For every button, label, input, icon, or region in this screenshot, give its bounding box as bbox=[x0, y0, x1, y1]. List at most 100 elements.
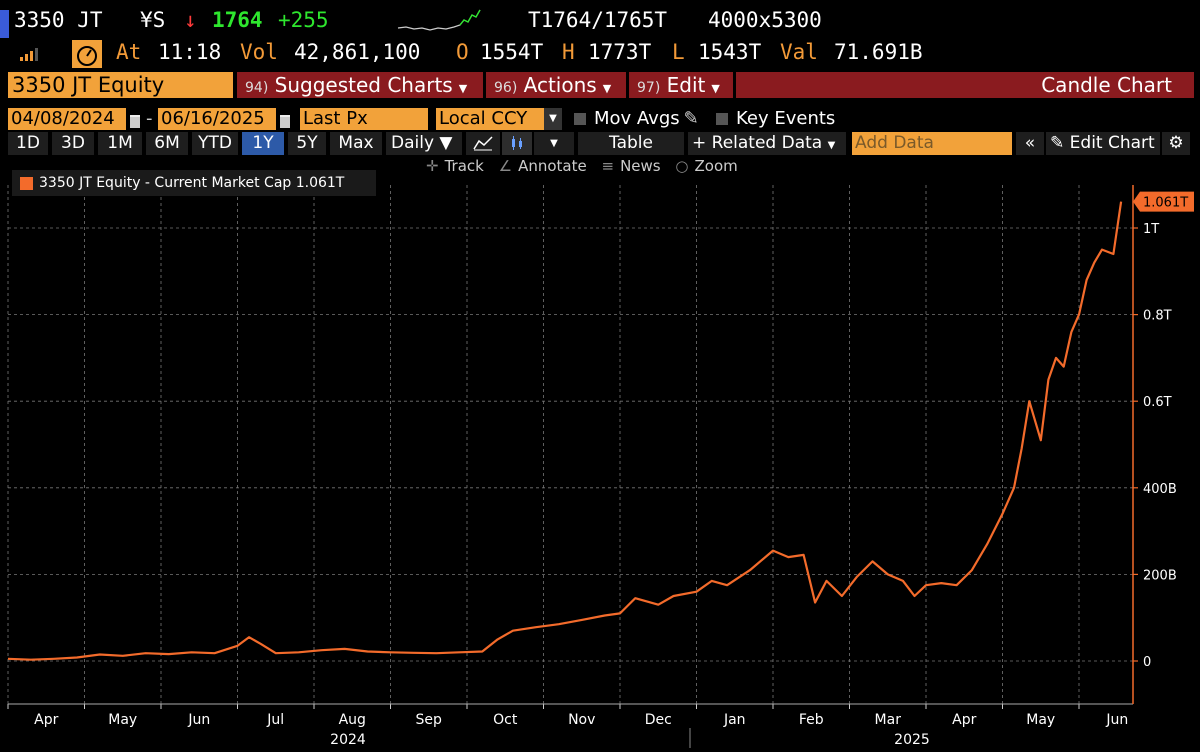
zoom-label: Zoom bbox=[694, 157, 738, 175]
y-tick-label: 400B bbox=[1143, 482, 1177, 497]
caret-down-icon: ▼ bbox=[602, 82, 612, 95]
quote-row: 3350 JT ¥S ↓ 1764 +255 T1764/1765T 4000x… bbox=[0, 6, 1200, 40]
vol-label: Vol bbox=[240, 40, 278, 64]
open-price: 1554T bbox=[480, 40, 544, 64]
x-tick-label: Mar bbox=[875, 712, 902, 728]
key-events-label: Key Events bbox=[736, 108, 836, 129]
x-tick-label: Aug bbox=[339, 712, 366, 728]
chart-type-dropdown-icon[interactable]: ▼ bbox=[534, 132, 574, 155]
legend[interactable]: 3350 JT Equity - Current Market Cap 1.06… bbox=[12, 170, 376, 196]
plus-icon: + bbox=[692, 133, 707, 153]
edit-chart-button[interactable]: ✎ Edit Chart bbox=[1046, 132, 1160, 155]
x-tick-label: Sep bbox=[416, 712, 443, 728]
quote-ticker[interactable]: 3350 JT bbox=[14, 8, 103, 32]
caret-down-icon: ▼ bbox=[827, 140, 836, 151]
currency-select[interactable]: Local CCY bbox=[436, 108, 544, 130]
toolbar: 1D 3D 1M 6M YTD 1Y 5Y Max Daily ▼ ▼ Tabl… bbox=[0, 131, 1200, 155]
menu-number: 97) bbox=[637, 80, 661, 96]
market-cap-line bbox=[7, 201, 1123, 661]
annotate-label: Annotate bbox=[518, 157, 587, 175]
last-value-marker bbox=[1133, 191, 1194, 212]
pencil-icon: ✎ bbox=[683, 108, 699, 129]
high-label: H bbox=[562, 40, 575, 64]
frequency-select[interactable]: Daily ▼ bbox=[386, 132, 462, 155]
date-dash: - bbox=[146, 108, 153, 129]
x-axis: Apr May Jun Jul Aug Sep Oct Nov Dec Jan Feb Mar Apr M… bbox=[7, 703, 1133, 748]
x-tick-label: Nov bbox=[568, 712, 595, 728]
annotate-icon: ∠ bbox=[498, 157, 513, 175]
x-tick-label: Dec bbox=[645, 712, 672, 728]
low-price: 1543T bbox=[698, 40, 762, 64]
menu-number: 94) bbox=[245, 80, 269, 96]
calendar-icon[interactable] bbox=[128, 110, 140, 131]
x-tick-label: Apr bbox=[952, 712, 976, 728]
period-max[interactable]: Max bbox=[330, 132, 382, 155]
mov-avgs-label: Mov Avgs bbox=[594, 108, 680, 129]
year-label: 2025 bbox=[894, 732, 930, 748]
high-price: 1773T bbox=[588, 40, 652, 64]
candle-chart-icon[interactable] bbox=[502, 132, 532, 155]
collapse-icon[interactable]: « bbox=[1016, 132, 1044, 155]
checkbox-icon bbox=[716, 113, 728, 125]
add-data-input[interactable]: Add Data bbox=[852, 132, 1012, 155]
x-tick-label: May bbox=[108, 712, 137, 728]
frequency-label: Daily bbox=[391, 133, 435, 153]
caret-down-icon: ▼ bbox=[439, 133, 453, 153]
quote-currency: ¥S bbox=[140, 8, 166, 32]
period-ytd[interactable]: YTD bbox=[192, 132, 238, 155]
menu-actions[interactable]: 96) Actions ▼ bbox=[486, 72, 626, 98]
menu-label: Edit bbox=[666, 73, 706, 97]
legend-swatch bbox=[20, 176, 33, 190]
val-label: Val bbox=[780, 40, 818, 64]
magnifier-icon: ○ bbox=[675, 157, 689, 175]
open-label: O bbox=[456, 40, 469, 64]
related-data-button[interactable]: + Related Data ▼ bbox=[688, 132, 846, 155]
header-bar: 3350 JT Equity 94) Suggested Charts ▼ 96)… bbox=[0, 70, 1200, 100]
period-1d[interactable]: 1D bbox=[8, 132, 48, 155]
x-tick-label: Feb bbox=[799, 712, 824, 728]
track-tool[interactable]: ✛ Track bbox=[426, 157, 484, 175]
chart-title-bar: Candle Chart bbox=[736, 72, 1194, 98]
last-value-label: 1.061T bbox=[1133, 191, 1194, 212]
traded-value: 71.691B bbox=[834, 40, 923, 64]
menu-number: 96) bbox=[494, 80, 518, 96]
caret-down-icon: ▼ bbox=[711, 82, 720, 95]
x-tick-label: Jan bbox=[723, 712, 746, 728]
key-events-toggle[interactable]: Key Events bbox=[716, 108, 836, 130]
menu-label: Actions bbox=[523, 73, 597, 97]
security-field[interactable]: 3350 JT Equity bbox=[8, 72, 233, 98]
zoom-tool[interactable]: ○ Zoom bbox=[675, 157, 737, 175]
period-6m[interactable]: 6M bbox=[146, 132, 188, 155]
mov-avgs-toggle[interactable]: Mov Avgs ✎ bbox=[574, 108, 699, 130]
start-date-input[interactable]: 04/08/2024 bbox=[8, 108, 126, 130]
sparkline-icon bbox=[397, 9, 481, 31]
end-date-input[interactable]: 06/16/2025 bbox=[158, 108, 276, 130]
bid-ask: T1764/1765T bbox=[528, 8, 668, 32]
pencil-icon: ✎ bbox=[1050, 133, 1065, 153]
y-tick-label: 0 bbox=[1143, 655, 1151, 670]
news-label: News bbox=[620, 157, 661, 175]
menu-edit[interactable]: 97) Edit ▼ bbox=[629, 72, 733, 98]
table-button[interactable]: Table bbox=[578, 132, 684, 155]
period-3d[interactable]: 3D bbox=[52, 132, 94, 155]
legend-text: 3350 JT Equity - Current Market Cap 1.06… bbox=[39, 175, 345, 191]
gear-icon[interactable]: ⚙ bbox=[1162, 132, 1190, 155]
bid-ask-size: 4000x5300 bbox=[708, 8, 822, 32]
field-select[interactable]: Last Px bbox=[300, 108, 428, 130]
news-tool[interactable]: ≡ News bbox=[602, 157, 661, 175]
currency-dropdown-icon[interactable]: ▼ bbox=[544, 108, 562, 130]
y-tick-label: 0.8T bbox=[1143, 309, 1172, 324]
menu-suggested-charts[interactable]: 94) Suggested Charts ▼ bbox=[237, 72, 483, 98]
calendar-icon[interactable] bbox=[278, 110, 290, 131]
annotate-tool[interactable]: ∠ Annotate bbox=[499, 157, 587, 175]
y-tick-label: 0.6T bbox=[1143, 395, 1172, 410]
year-label: 2024 bbox=[330, 732, 366, 748]
period-1y[interactable]: 1Y bbox=[242, 132, 284, 155]
down-arrow-icon: ↓ bbox=[184, 8, 197, 32]
chart-tools: ✛ Track ∠ Annotate ≡ News ○ Zoom bbox=[426, 157, 748, 181]
period-5y[interactable]: 5Y bbox=[288, 132, 326, 155]
period-1m[interactable]: 1M bbox=[98, 132, 142, 155]
last-value-text: 1.061T bbox=[1143, 196, 1188, 211]
line-chart-icon[interactable] bbox=[466, 132, 500, 155]
